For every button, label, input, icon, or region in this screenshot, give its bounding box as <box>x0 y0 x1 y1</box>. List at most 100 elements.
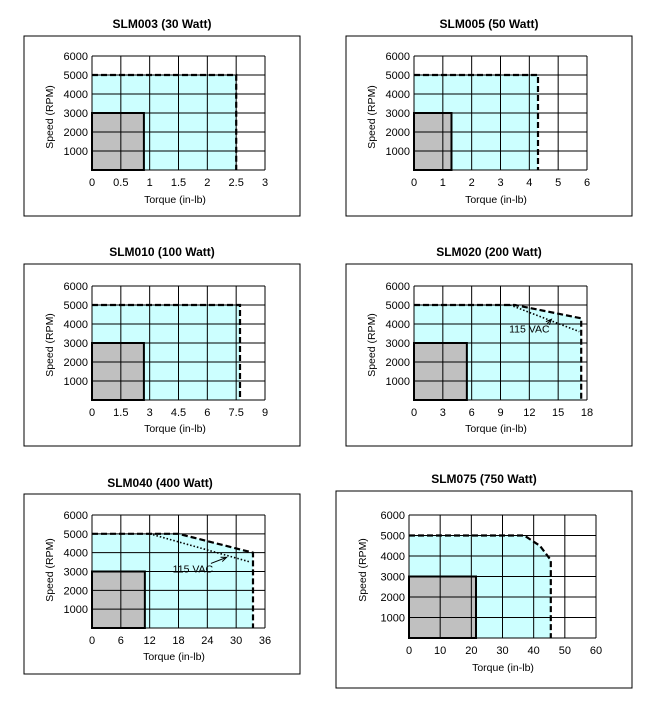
x-tick-label: 3 <box>440 407 446 419</box>
x-tick-label: 1.5 <box>113 407 128 419</box>
y-axis-label: Speed (RPM) <box>44 313 56 377</box>
x-tick-label: 10 <box>434 645 446 657</box>
y-tick-label: 1000 <box>386 146 410 158</box>
intermittent-boundary-line <box>409 534 552 638</box>
x-axis-label: Torque (in-lb) <box>143 651 205 663</box>
plot-area: 0 10 20 30 40 50 60 1000 2000 3000 4000 5000 6000 <box>381 510 603 657</box>
chart-title: SLM040 (400 Watt) <box>107 476 213 490</box>
annotation-label: 115 VAC <box>173 563 214 575</box>
continuous-zone <box>91 342 145 401</box>
plot-area: 115 VAC 0 3 6 9 12 15 18 1000 2000 3000 4000 5000 600… <box>386 281 594 419</box>
x-tick-label: 0.5 <box>113 177 128 189</box>
continuous-zone <box>413 342 468 401</box>
x-axis-label: Torque (in-lb) <box>144 423 206 435</box>
y-tick-label: 5000 <box>64 529 88 541</box>
x-tick-label: 0 <box>89 635 95 647</box>
x-tick-label: 18 <box>581 407 593 419</box>
x-axis-label: Torque (in-lb) <box>144 194 206 206</box>
y-tick-label: 2000 <box>64 357 88 369</box>
x-tick-label: 50 <box>559 645 571 657</box>
y-tick-label: 2000 <box>381 592 405 604</box>
x-tick-label: 4 <box>526 177 532 189</box>
annotation-arrow <box>210 556 227 564</box>
plot-area: 115 VAC 0 6 12 18 24 30 36 1000 2000 3000 4000 5000 6… <box>64 510 272 647</box>
y-tick-label: 6000 <box>386 281 410 293</box>
y-tick-label: 6000 <box>64 281 88 293</box>
chart-title: SLM005 (50 Watt) <box>440 17 539 31</box>
chart-title: SLM003 (30 Watt) <box>113 17 212 31</box>
chart-slm003: SLM003 (30 Watt) 0 0.5 1 1.5 2 2.5 3 1000 2000 30… <box>23 17 301 217</box>
x-tick-label: 30 <box>496 645 508 657</box>
y-tick-label: 4000 <box>64 319 88 331</box>
x-tick-label: 0 <box>89 407 95 419</box>
y-tick-label: 4000 <box>381 551 405 563</box>
y-tick-label: 5000 <box>64 300 88 312</box>
y-tick-label: 5000 <box>386 70 410 82</box>
annotation-label: 115 VAC <box>509 324 550 336</box>
y-axis-label: Speed (RPM) <box>44 538 56 602</box>
x-tick-label: 0 <box>406 645 412 657</box>
x-tick-label: 5 <box>555 177 561 189</box>
chart-frame <box>23 35 301 217</box>
y-tick-label: 4000 <box>64 89 88 101</box>
plot-area: 0 0.5 1 1.5 2 2.5 3 1000 2000 3000 4000 5000 6000 <box>64 51 269 189</box>
chart-frame <box>23 493 301 675</box>
intermittent-boundary-line <box>414 303 583 400</box>
x-tick-label: 6 <box>204 407 210 419</box>
y-tick-label: 3000 <box>386 108 410 120</box>
x-tick-label: 15 <box>552 407 564 419</box>
plot-area: 0 1 2 3 4 5 6 1000 2000 3000 4000 5000 6000 <box>386 51 591 189</box>
y-axis-label: Speed (RPM) <box>357 538 369 602</box>
y-tick-label: 1000 <box>64 604 88 616</box>
x-tick-label: 6 <box>584 177 590 189</box>
x-tick-label: 3 <box>262 177 268 189</box>
y-tick-label: 2000 <box>386 357 410 369</box>
chart-slm040: SLM040 (400 Watt) 115 VAC 0 6 12 18 24 30 36 100… <box>23 476 301 675</box>
y-tick-label: 5000 <box>386 300 410 312</box>
y-tick-label: 6000 <box>386 51 410 63</box>
plot-area: 0 1.5 3 4.5 6 7.5 9 1000 2000 3000 4000 5000 6000 <box>64 281 269 419</box>
intermittent-boundary-line <box>414 73 540 170</box>
chart-frame <box>335 490 633 689</box>
continuous-zone <box>413 112 453 171</box>
x-tick-label: 7.5 <box>229 407 244 419</box>
annotation-arrowhead <box>545 318 553 326</box>
y-tick-label: 1000 <box>64 146 88 158</box>
y-tick-label: 2000 <box>386 127 410 139</box>
y-tick-label: 3000 <box>64 567 88 579</box>
x-tick-label: 1 <box>440 177 446 189</box>
chart-slm075: SLM075 (750 Watt) 0 10 20 30 40 50 60 1000 2000 3… <box>335 472 633 689</box>
x-tick-label: 6 <box>469 407 475 419</box>
x-tick-label: 2 <box>469 177 475 189</box>
chart-frame <box>345 35 633 217</box>
annotation-arrowhead <box>220 556 228 562</box>
x-tick-label: 36 <box>259 635 271 647</box>
y-tick-label: 3000 <box>64 108 88 120</box>
intermittent-boundary-line <box>92 73 238 170</box>
y-tick-label: 6000 <box>64 51 88 63</box>
y-tick-label: 4000 <box>64 548 88 560</box>
y-tick-label: 2000 <box>64 127 88 139</box>
continuous-zone <box>91 570 146 629</box>
x-tick-label: 4.5 <box>171 407 186 419</box>
y-axis-label: Speed (RPM) <box>366 85 378 149</box>
y-tick-label: 6000 <box>381 510 405 522</box>
y-tick-label: 5000 <box>64 70 88 82</box>
x-tick-label: 2.5 <box>229 177 244 189</box>
x-tick-label: 9 <box>497 407 503 419</box>
chart-slm005: SLM005 (50 Watt) 0 1 2 3 4 5 6 1000 2000 3000 4000… <box>345 17 633 217</box>
x-tick-label: 1.5 <box>171 177 186 189</box>
x-axis-label: Torque (in-lb) <box>465 423 527 435</box>
intermittent-boundary-line <box>92 303 242 400</box>
chart-frame <box>345 263 633 447</box>
x-tick-label: 60 <box>590 645 602 657</box>
x-tick-label: 2 <box>204 177 210 189</box>
x-tick-label: 12 <box>523 407 535 419</box>
x-tick-label: 0 <box>89 177 95 189</box>
chart-frame <box>23 263 301 447</box>
chart-title: SLM020 (200 Watt) <box>436 245 542 259</box>
y-tick-label: 6000 <box>64 510 88 522</box>
x-tick-label: 1 <box>147 177 153 189</box>
chart-title: SLM010 (100 Watt) <box>109 245 215 259</box>
